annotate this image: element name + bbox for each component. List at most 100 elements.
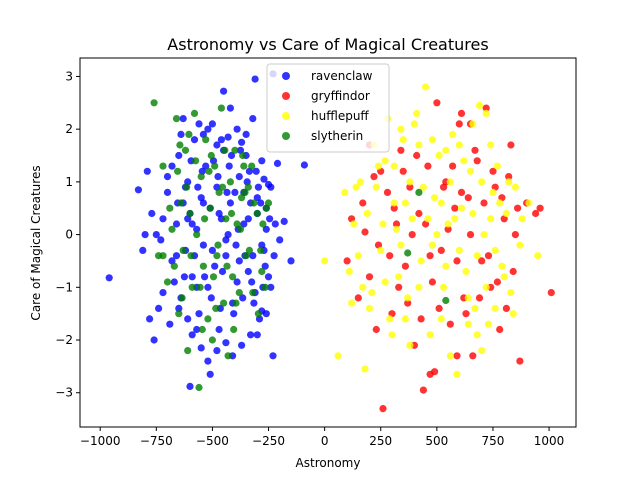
ravenclaw-point-91 xyxy=(204,357,212,365)
hufflepuff-point-15 xyxy=(395,273,403,281)
slytherin-point-3 xyxy=(163,278,172,286)
hufflepuff-point-29 xyxy=(457,204,466,212)
slytherin-point-51 xyxy=(183,183,191,191)
slytherin-point-12 xyxy=(188,283,196,291)
ravenclaw-point-135 xyxy=(180,273,188,281)
slytherin-point-21 xyxy=(208,336,216,344)
slytherin-point-77 xyxy=(248,162,256,170)
ravenclaw-point-15 xyxy=(193,225,201,233)
ravenclaw-point-62 xyxy=(146,315,154,323)
hufflepuff-point-64 xyxy=(433,231,441,239)
hufflepuff-point-32 xyxy=(471,304,479,312)
hufflepuff-point-67 xyxy=(446,178,454,186)
ravenclaw-point-70 xyxy=(177,130,185,138)
gryffindor-point-22 xyxy=(446,320,454,328)
hufflepuff-point-61 xyxy=(419,183,427,191)
ravenclaw-point-66 xyxy=(155,304,163,312)
hufflepuff-point-21 xyxy=(422,83,430,91)
hufflepuff-point-18 xyxy=(408,215,416,223)
hufflepuff-point-42 xyxy=(516,241,524,249)
ravenclaw-point-76 xyxy=(217,136,225,144)
hufflepuff-point-35 xyxy=(484,320,493,328)
ravenclaw-point-85 xyxy=(264,180,273,189)
slytherin-point-11 xyxy=(186,209,194,218)
slytherin-point-63 xyxy=(236,225,245,233)
hufflepuff-point-86 xyxy=(415,141,423,149)
hufflepuff-point-87 xyxy=(428,136,436,144)
slytherin-point-23 xyxy=(213,252,221,260)
ravenclaw-point-68 xyxy=(168,162,176,170)
ravenclaw-point-89 xyxy=(222,339,230,347)
x-axis-label: Astronomy xyxy=(296,456,361,470)
slytherin-point-48 xyxy=(170,262,178,270)
hufflepuff-point-55 xyxy=(379,220,387,228)
hufflepuff-point-57 xyxy=(397,241,405,249)
hufflepuff-point-47 xyxy=(469,120,477,128)
ravenclaw-point-22 xyxy=(208,120,216,128)
legend-label-gryffindor: gryffindor xyxy=(311,89,370,103)
chart-title: Astronomy vs Care of Magical Creatures xyxy=(167,35,488,54)
hufflepuff-point-36 xyxy=(489,188,497,196)
gryffindor-point-12 xyxy=(401,262,409,270)
gryffindor-point-19 xyxy=(433,99,441,107)
ravenclaw-point-69 xyxy=(170,278,178,286)
gryffindor-point-72 xyxy=(480,199,488,207)
hufflepuff-point-38 xyxy=(498,262,506,270)
slytherin-point-2 xyxy=(159,162,167,170)
ravenclaw-point-7 xyxy=(175,151,183,160)
ravenclaw-point-74 xyxy=(204,125,212,133)
gryffindor-point-71 xyxy=(475,294,484,302)
ravenclaw-point-86 xyxy=(260,175,268,183)
slytherin-point-30 xyxy=(229,273,237,281)
hufflepuff-point-3 xyxy=(345,267,353,276)
ravenclaw-point-58 xyxy=(220,87,228,95)
slytherin-point-13 xyxy=(190,109,199,117)
hufflepuff-point-40 xyxy=(507,289,515,297)
slytherin-point-50 xyxy=(178,294,186,302)
hufflepuff-point-70 xyxy=(460,157,468,165)
hufflepuff-point-93 xyxy=(487,141,495,149)
gryffindor-point-49 xyxy=(361,228,369,236)
ravenclaw-point-126 xyxy=(239,294,247,302)
hufflepuff-point-33 xyxy=(475,101,484,109)
ravenclaw-point-20 xyxy=(204,283,212,291)
slytherin-point-66 xyxy=(250,199,258,207)
ravenclaw-point-47 xyxy=(264,273,273,281)
plot-frame xyxy=(79,57,577,428)
gryffindor-point-29 xyxy=(478,257,486,265)
ravenclaw-point-46 xyxy=(262,225,270,233)
gryffindor-point-55 xyxy=(399,167,407,175)
slytherin-point-15 xyxy=(195,383,203,392)
ravenclaw-point-104 xyxy=(199,199,207,207)
ravenclaw-point-51 xyxy=(273,159,282,167)
gryffindor-point-4 xyxy=(365,273,374,281)
gryffindor-point-24 xyxy=(455,120,463,128)
slytherin-point-59 xyxy=(218,183,227,191)
series-hufflepuff xyxy=(321,83,542,378)
hufflepuff-point-46 xyxy=(410,120,418,128)
hufflepuff-point-54 xyxy=(374,162,383,170)
hufflepuff-point-80 xyxy=(359,283,367,291)
hufflepuff-point-75 xyxy=(482,283,490,291)
hufflepuff-point-73 xyxy=(473,252,481,260)
gryffindor-point-47 xyxy=(457,109,466,117)
slytherin-point-25 xyxy=(217,104,225,112)
ravenclaw-point-50 xyxy=(271,220,279,228)
slytherin-point-58 xyxy=(214,241,222,249)
ravenclaw-point-112 xyxy=(249,252,257,260)
hufflepuff-point-95 xyxy=(505,178,513,186)
slytherin-point-31 xyxy=(231,146,239,154)
gryffindor-point-56 xyxy=(404,299,412,307)
legend-marker-hufflepuff xyxy=(282,112,290,120)
gryffindor-point-38 xyxy=(516,357,524,365)
hufflepuff-point-2 xyxy=(341,188,349,196)
ravenclaw-point-121 xyxy=(214,173,222,181)
ravenclaw-point-35 xyxy=(238,341,246,349)
ravenclaw-point-92 xyxy=(193,325,201,334)
slytherin-point-47 xyxy=(166,204,174,212)
hufflepuff-point-78 xyxy=(496,199,504,207)
slytherin-point-73 xyxy=(212,304,220,312)
ravenclaw-point-28 xyxy=(222,252,230,260)
ravenclaw-point-75 xyxy=(213,141,221,149)
